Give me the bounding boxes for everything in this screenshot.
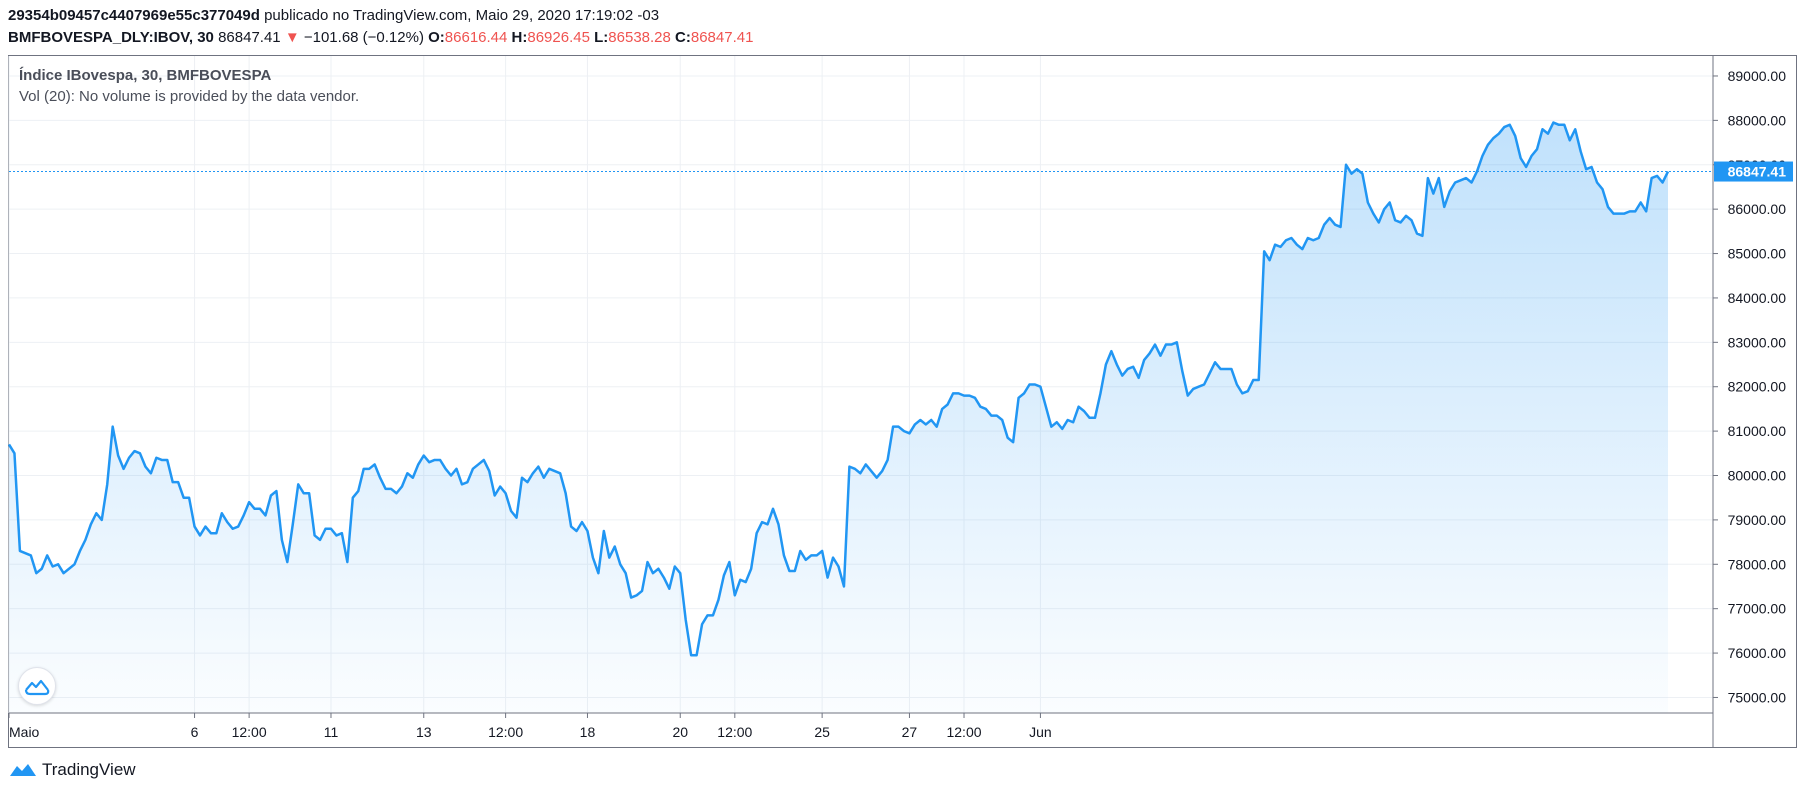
- time-tick-label: 12:00: [488, 724, 523, 740]
- last-price-label-bg: [1714, 161, 1793, 182]
- price-change: −101.68 (−0.12%): [303, 29, 424, 46]
- tradingview-logo-icon: [10, 764, 36, 776]
- price-tick-label: 78000.00: [1728, 556, 1787, 572]
- high-value: 86926.45: [527, 29, 590, 46]
- price-area: [9, 122, 1668, 714]
- tradingview-cloud-icon[interactable]: [18, 667, 56, 705]
- time-tick-label: 12:00: [717, 724, 752, 740]
- price-tick-label: 76000.00: [1728, 645, 1787, 661]
- price-tick-label: 79000.00: [1728, 512, 1787, 528]
- last-price: 86847.41: [218, 29, 281, 46]
- symbol-label: BMFBOVESPA_DLY:IBOV, 30: [8, 29, 214, 46]
- published-text: publicado no TradingView.com, Maio 29, 2…: [264, 7, 660, 24]
- time-tick-label: 18: [580, 724, 596, 740]
- time-tick-label: Maio: [9, 724, 40, 740]
- time-tick-label: 11: [324, 724, 339, 740]
- price-tick-label: 82000.00: [1728, 379, 1787, 395]
- volume-legend: Vol (20): No volume is provided by the d…: [19, 88, 360, 105]
- open-value: 86616.44: [444, 29, 508, 46]
- price-line: [7, 121, 1670, 657]
- high-label: H:: [511, 29, 528, 46]
- price-tick-label: 80000.00: [1728, 468, 1787, 484]
- brand-name: TradingView: [42, 760, 136, 779]
- footer-brand[interactable]: TradingView: [8, 760, 136, 780]
- publisher-id: 29354b09457c4407969e55c377049d: [8, 7, 260, 24]
- price-tick-label: 83000.00: [1728, 334, 1787, 350]
- time-tick-label: 20: [672, 724, 688, 740]
- low-value: 86538.28: [608, 29, 671, 46]
- time-tick-label: Jun: [1029, 724, 1052, 740]
- low-label: L:: [594, 29, 609, 46]
- ohlc-bar: BMFBOVESPA_DLY:IBOV, 30 86847.41 ▼ −101.…: [8, 29, 753, 46]
- publish-info: 29354b09457c4407969e55c377049d publicado…: [8, 7, 659, 24]
- last-price-label: 86847.41: [1714, 161, 1793, 182]
- close-value: 86847.41: [690, 29, 754, 46]
- price-tick-label: 88000.00: [1728, 112, 1787, 128]
- price-tick-label: 86000.00: [1728, 201, 1787, 217]
- price-tick-label: 75000.00: [1728, 689, 1787, 705]
- price-tick-label: 81000.00: [1728, 423, 1787, 439]
- down-arrow-icon: ▼: [284, 29, 300, 46]
- time-tick-label: 13: [416, 724, 432, 740]
- open-label: O:: [428, 29, 445, 46]
- price-tick-label: 85000.00: [1728, 246, 1787, 262]
- time-tick-label: 12:00: [232, 724, 267, 740]
- time-axis[interactable]: Maio 6 12:00 11 13 12:00 18 20 12:00 25 27 12:00 Jun: [8, 713, 1052, 740]
- close-label: C:: [675, 29, 691, 46]
- chart-legend-title: Índice IBovespa, 30, BMFBOVESPA: [19, 67, 272, 84]
- time-tick-label: 6: [191, 724, 199, 740]
- time-tick-label: 27: [902, 724, 918, 740]
- price-tick-label: 84000.00: [1728, 290, 1787, 306]
- price-tick-label: 89000.00: [1728, 68, 1787, 84]
- time-tick-label: 25: [814, 724, 830, 740]
- last-price-label-text: 86847.41: [1728, 164, 1787, 180]
- price-tick-label: 77000.00: [1728, 601, 1787, 617]
- time-tick-label: 12:00: [946, 724, 981, 740]
